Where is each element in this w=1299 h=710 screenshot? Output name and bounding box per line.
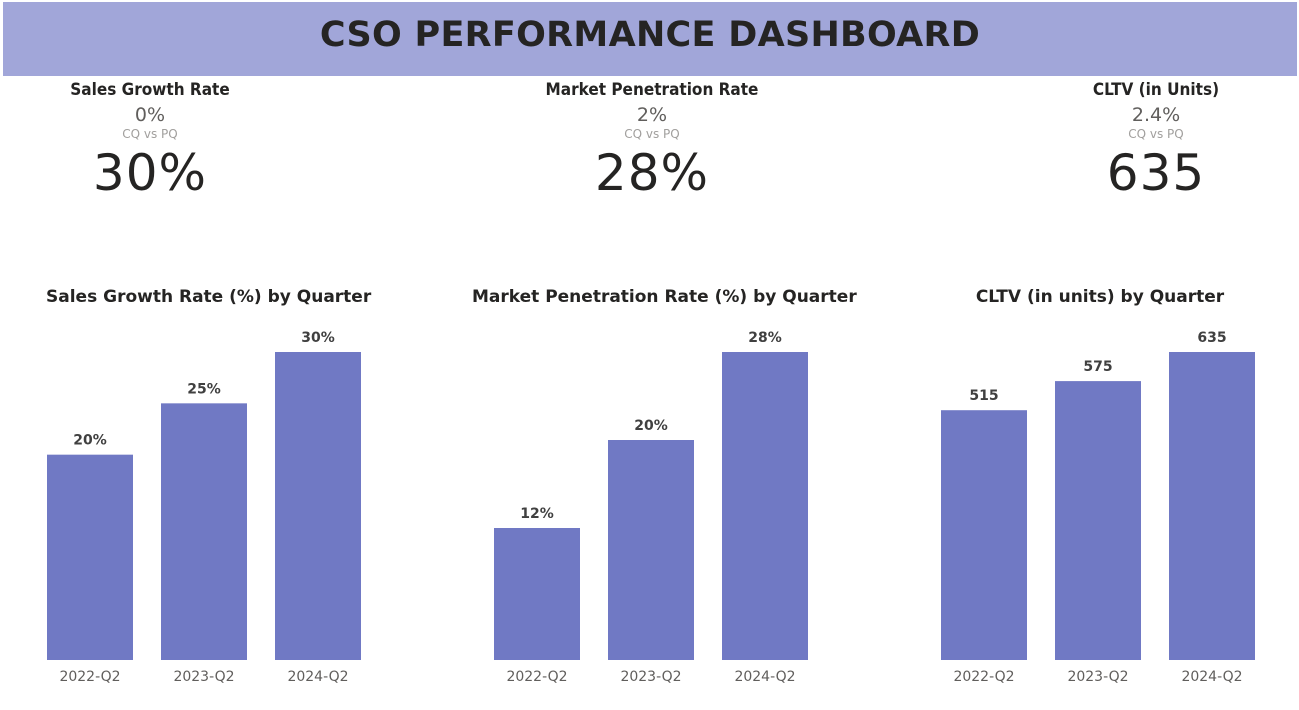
kpi-card-sales-growth[interactable]: Sales Growth Rate 0% CQ vs PQ 30%: [30, 78, 270, 201]
kpi-title: Market Penetration Rate: [545, 80, 759, 100]
bar-2023-Q2[interactable]: [1055, 381, 1141, 660]
kpi-value: 635: [1106, 144, 1206, 202]
kpi-title: CLTV (in Units): [1092, 80, 1220, 100]
kpi-delta: 2.4%: [1131, 104, 1181, 126]
data-label: 20%: [73, 433, 107, 449]
kpi-value: 28%: [594, 144, 710, 202]
kpi-card-market-penetration[interactable]: Market Penetration Rate 2% CQ vs PQ 28%: [532, 78, 772, 201]
kpi-title: Sales Growth Rate: [70, 80, 230, 100]
bar-2022-Q2[interactable]: [47, 454, 133, 660]
cltv-bar-chart[interactable]: 515 2022-Q2 575 2023-Q2 635 2024-Q2: [924, 320, 1274, 695]
market-penetration-bar-chart[interactable]: 12% 2022-Q2 20% 2023-Q2 28% 2024-Q2: [477, 320, 827, 695]
data-label: 30%: [301, 330, 335, 346]
data-label: 575: [1083, 359, 1112, 375]
page-title: CSO PERFORMANCE DASHBOARD: [319, 15, 981, 55]
chart-title-market-penetration: Market Penetration Rate (%) by Quarter: [472, 287, 857, 307]
data-label: 515: [969, 388, 998, 404]
header-banner: CSO PERFORMANCE DASHBOARD: [3, 2, 1297, 76]
kpi-subtitle: CQ vs PQ: [624, 127, 680, 141]
x-tick-label: 2024-Q2: [1181, 669, 1242, 685]
sales-growth-bar-chart[interactable]: 20% 2022-Q2 25% 2023-Q2 30% 2024-Q2: [30, 320, 380, 695]
data-label: 12%: [520, 506, 554, 522]
bar-2023-Q2[interactable]: [161, 403, 247, 660]
bar-2023-Q2[interactable]: [608, 440, 694, 660]
bar-2022-Q2[interactable]: [941, 410, 1027, 660]
kpi-subtitle: CQ vs PQ: [122, 127, 178, 141]
kpi-delta: 0%: [134, 104, 166, 126]
chart-title-cltv: CLTV (in units) by Quarter: [975, 287, 1225, 307]
data-label: 28%: [748, 330, 782, 346]
x-tick-label: 2024-Q2: [734, 669, 795, 685]
kpi-subtitle: CQ vs PQ: [1128, 127, 1184, 141]
bar-2024-Q2[interactable]: [1169, 352, 1255, 660]
kpi-value: 30%: [92, 144, 208, 202]
bar-2022-Q2[interactable]: [494, 528, 580, 660]
chart-title-sales-growth: Sales Growth Rate (%) by Quarter: [46, 287, 372, 307]
kpi-card-cltv[interactable]: CLTV (in Units) 2.4% CQ vs PQ 635: [1036, 78, 1276, 201]
kpi-delta: 2%: [636, 104, 668, 126]
data-label: 635: [1197, 330, 1226, 346]
bar-2024-Q2[interactable]: [722, 352, 808, 660]
x-tick-label: 2022-Q2: [506, 669, 567, 685]
x-tick-label: 2023-Q2: [173, 669, 234, 685]
data-label: 25%: [187, 381, 221, 397]
x-tick-label: 2023-Q2: [620, 669, 681, 685]
x-tick-label: 2024-Q2: [287, 669, 348, 685]
x-tick-label: 2022-Q2: [59, 669, 120, 685]
bar-2024-Q2[interactable]: [275, 352, 361, 660]
x-tick-label: 2023-Q2: [1067, 669, 1128, 685]
data-label: 20%: [634, 418, 668, 434]
x-tick-label: 2022-Q2: [953, 669, 1014, 685]
